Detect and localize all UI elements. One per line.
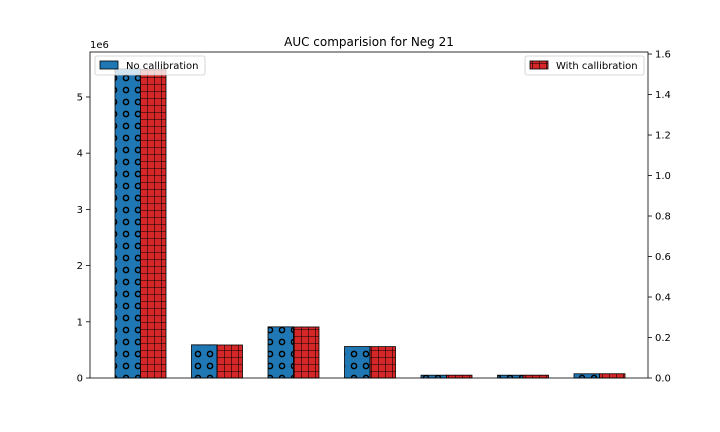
left-tick-label: 0 [77, 374, 83, 385]
legend-swatch-no-callibration [99, 60, 119, 70]
bar-with-callibration-5 [446, 374, 473, 379]
legend-label-with-callibration: With callibration [556, 61, 638, 72]
left-tick-label: 1 [77, 317, 83, 328]
right-tick-label: 1.6 [655, 50, 671, 61]
bar-no-callibration-3 [267, 326, 294, 379]
right-tick-label: 0.8 [655, 212, 671, 223]
right-tick-label: 0.2 [655, 333, 671, 344]
plot-area-frame [89, 51, 649, 379]
bar-with-callibration-7 [599, 373, 626, 379]
legend-frame-right [524, 55, 645, 76]
left-tick-label: 4 [77, 149, 83, 160]
right-y-axis: 0.0 0.2 0.4 0.6 0.8 1.0 1.2 1.4 1.6 [648, 50, 671, 385]
left-axis-scale-label: 1e6 [90, 40, 109, 51]
right-tick-label: 1.0 [655, 171, 671, 182]
left-tick-label: 3 [77, 205, 83, 216]
bar-with-callibration-6 [522, 374, 549, 379]
legend-swatch-with-callibration [529, 60, 549, 70]
bar-with-callibration-3 [293, 326, 320, 379]
legend-frame-left [94, 55, 206, 76]
bar-with-callibration-4 [369, 346, 396, 379]
bar-no-callibration-6 [497, 374, 524, 379]
bar-no-callibration-7 [573, 373, 600, 379]
legend-label-no-callibration: No callibration [126, 61, 198, 72]
bar-with-callibration-2 [216, 344, 243, 379]
right-tick-label: 0.6 [655, 252, 671, 263]
right-tick-label: 0.4 [655, 293, 671, 304]
right-tick-label: 1.2 [655, 131, 671, 142]
bar-no-callibration-5 [420, 374, 447, 379]
bar-with-callibration-1 [140, 68, 167, 379]
legend-no-callibration: No callibration [94, 55, 206, 76]
bar-no-callibration-4 [344, 346, 371, 379]
left-tick-label: 2 [77, 261, 83, 272]
bars-layer [114, 68, 626, 379]
bar-no-callibration-2 [191, 344, 218, 379]
legend-with-callibration: With callibration [524, 55, 645, 76]
right-tick-label: 1.4 [655, 90, 671, 101]
bar-no-callibration-1 [114, 68, 141, 379]
left-y-axis: 0 1 2 3 4 5 [77, 92, 90, 385]
left-tick-label: 5 [77, 92, 83, 103]
right-tick-label: 0.0 [655, 374, 671, 385]
chart-title: AUC comparision for Neg 21 [284, 35, 454, 49]
